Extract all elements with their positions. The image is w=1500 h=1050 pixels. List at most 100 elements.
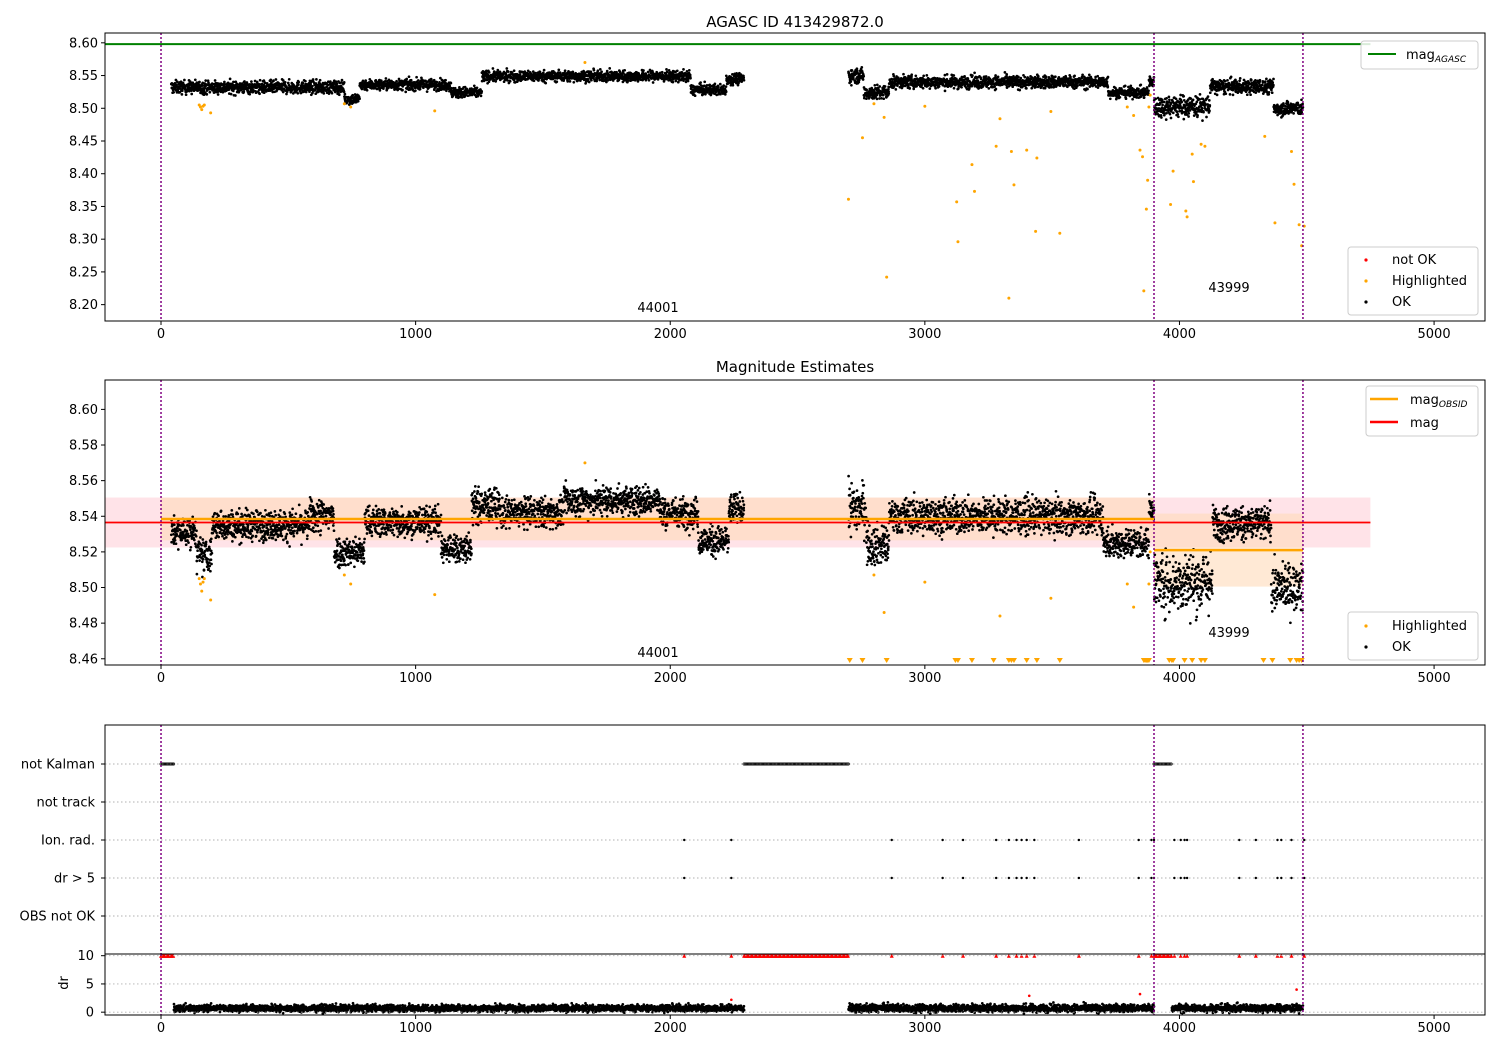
ok-point [508,79,512,83]
ok-point [379,79,383,83]
ok-point [253,79,257,83]
ok-point [175,80,179,84]
agasc-title: AGASC ID 413429872.0 [706,13,884,31]
ok-point [479,94,483,98]
ok-point [1017,75,1020,79]
ok-point [1238,77,1242,80]
ok-point [1123,84,1127,88]
ok-point [587,80,591,84]
ok-point [401,88,404,92]
ok-point [1154,97,1158,101]
ok-point [987,87,991,90]
ok-point [512,69,516,73]
ok-point [1207,99,1211,102]
ok-point [957,87,960,90]
ok-point [1210,88,1214,92]
ok-point [1180,100,1184,104]
ok-point [881,93,885,97]
ok-point [665,68,668,71]
ok-point [873,83,877,87]
ok-point [1205,115,1208,119]
ok-point [216,93,220,96]
ok-point [1073,74,1076,78]
ok-point [963,74,966,78]
ok-point [1169,102,1173,106]
ok-point [299,91,303,95]
ok-point [472,84,476,88]
ok-point [855,69,859,73]
ok-point [1185,102,1189,105]
ok-point [1096,86,1100,89]
ok-point [223,80,226,84]
ok-point [301,81,305,85]
ok-point [910,73,914,77]
ok-point [1249,78,1253,82]
ok-point [1238,79,1241,83]
ok-point [179,80,183,84]
ok-point [850,83,853,87]
ok-point [1232,81,1236,85]
ok-point [1215,93,1219,97]
ok-point [722,84,726,87]
ok-point [518,73,522,77]
ok-point [892,74,896,78]
ok-point [1036,74,1040,78]
ok-point [906,84,910,87]
ok-point [671,80,675,84]
ok-point [304,90,308,94]
ok-point [206,79,210,83]
ok-point [1162,100,1166,104]
ok-point [236,83,239,86]
ok-point [1129,84,1133,88]
ok-point [248,92,252,96]
ok-point [908,87,912,90]
ok-point [860,65,864,69]
ok-point [180,93,184,96]
ok-point [875,83,879,87]
ok-point [1249,93,1252,97]
ok-point [861,78,865,81]
ok-point [487,80,491,84]
ok-point [1169,116,1173,120]
ok-point [1208,104,1212,107]
ok-point [407,75,411,79]
ok-point [1265,77,1268,81]
ok-point [1106,75,1110,79]
ok-point [1187,115,1190,118]
ok-point [598,67,602,71]
ok-point [228,77,232,81]
ok-point [993,85,996,88]
ok-point [1286,100,1290,104]
ok-point [724,85,728,88]
ok-point [1124,97,1128,101]
ok-point [1254,91,1258,94]
ok-point [1118,95,1122,99]
ok-point [304,79,307,83]
ok-point [590,78,593,82]
ok-point [865,88,869,92]
ok-point [878,85,882,88]
ok-point [865,97,868,101]
ok-point [563,69,567,73]
ok-point [1175,110,1179,114]
ok-point [1075,84,1079,88]
ok-point [315,78,318,81]
ok-point [1272,83,1275,87]
ok-point [506,79,509,82]
ok-point [1221,81,1225,85]
ok-point [724,90,728,94]
ok-point [568,80,572,83]
ok-point [850,68,854,72]
ok-point [1202,110,1205,114]
ok-point [487,71,491,74]
ok-point [1025,87,1028,90]
ok-point [475,86,479,90]
ok-point [682,68,685,71]
ok-point [723,93,727,96]
ok-point [358,97,361,101]
ok-point [291,92,295,95]
ok-point [852,76,855,80]
ok-point [742,78,746,82]
ok-point [600,70,603,74]
ok-point [342,81,346,84]
